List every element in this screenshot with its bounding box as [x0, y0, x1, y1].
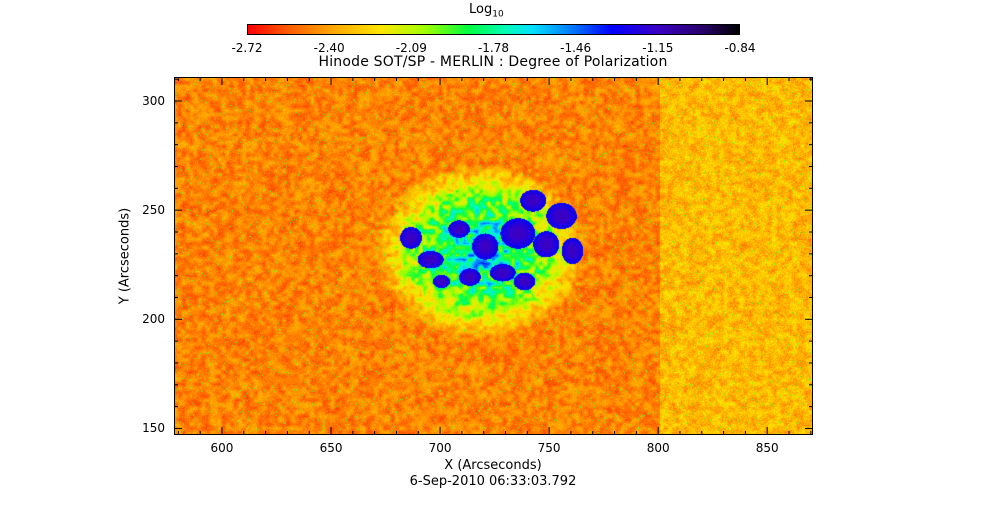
y-tick-label: 200 — [142, 312, 165, 327]
colorbar-tick-label: -2.09 — [395, 41, 427, 55]
colorbar-tick-label: -1.78 — [477, 41, 510, 55]
colorbar-tick-label: -1.15 — [642, 41, 674, 55]
y-axis-label: Y (Arcseconds) — [117, 207, 133, 305]
y-tick-label: 250 — [142, 203, 165, 218]
x-tick-label: 600 — [210, 441, 234, 455]
x-tick-label: 750 — [537, 441, 561, 455]
colorbar-title: Log10 — [469, 2, 504, 20]
colorbar-tick-label: -2.72 — [231, 41, 263, 55]
y-tick-label: 150 — [142, 421, 165, 436]
y-tick-label: 300 — [142, 94, 165, 108]
heatmap-canvas — [175, 78, 812, 434]
x-tick-label: 800 — [646, 441, 670, 455]
timestamp: 6-Sep-2010 06:33:03.792 — [409, 474, 577, 489]
colorbar-tick-label: -0.84 — [724, 41, 756, 55]
x-tick-label: 650 — [319, 441, 343, 455]
x-tick-label: 850 — [755, 441, 779, 455]
x-axis-label: X (Arcseconds) — [444, 458, 542, 473]
chart-title: Hinode SOT/SP - MERLIN : Degree of Polar… — [318, 54, 668, 70]
x-tick-label: 700 — [428, 441, 452, 455]
colorbar — [247, 24, 740, 35]
axes-frame — [174, 77, 813, 435]
colorbar-tick-label: -2.40 — [313, 41, 345, 55]
colorbar-tick-label: -1.46 — [560, 41, 592, 55]
plot-area — [174, 77, 813, 435]
